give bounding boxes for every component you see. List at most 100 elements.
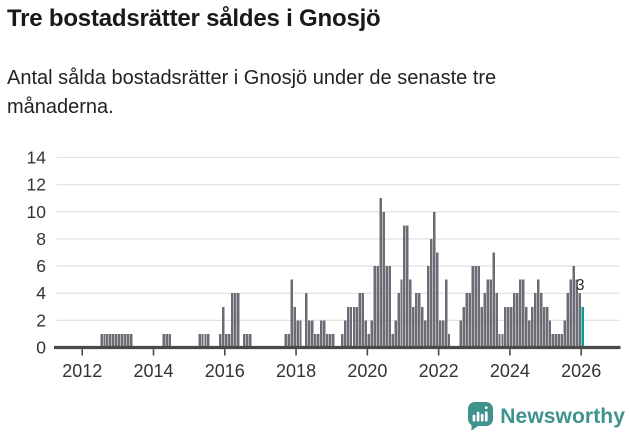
x-tick-labels: 2012 2014 2016 2018 2020 2022 2024 2026	[62, 361, 601, 381]
bar	[103, 333, 106, 348]
bar	[207, 333, 210, 348]
bar	[575, 279, 578, 348]
bar	[459, 320, 463, 348]
bar	[560, 333, 564, 348]
bar	[284, 333, 287, 348]
bar	[242, 333, 246, 348]
bar	[219, 333, 222, 348]
bar	[495, 293, 498, 348]
bar	[317, 333, 320, 348]
bar	[287, 333, 290, 348]
bar	[432, 211, 436, 348]
chart-title: Tre bostadsrätter såldes i Gnosjö	[7, 5, 381, 32]
bar	[198, 333, 201, 348]
bar	[314, 333, 317, 348]
chart-subtitle: Antal sålda bostadsrätter i Gnosjö under…	[7, 64, 496, 122]
bar	[489, 279, 492, 348]
svg-text:12: 12	[27, 175, 46, 195]
bar	[554, 333, 558, 348]
bar	[308, 320, 311, 348]
bar	[536, 279, 540, 348]
bar	[370, 320, 374, 348]
bar	[328, 333, 332, 348]
y-gridlines	[56, 156, 620, 322]
chart-subtitle-line1: Antal sålda bostadsrätter i Gnosjö under…	[7, 67, 497, 89]
bar	[100, 333, 103, 348]
bar	[349, 306, 353, 348]
bar	[545, 306, 549, 348]
bar	[379, 198, 382, 348]
bar	[382, 211, 385, 348]
bar	[492, 252, 495, 348]
bar	[112, 333, 115, 348]
x-tick-marks	[81, 349, 582, 356]
bar	[504, 306, 507, 348]
bar	[465, 293, 469, 348]
bar	[115, 333, 118, 348]
newsworthy-logo[interactable]: Newsworthy	[468, 402, 625, 431]
svg-text:2012: 2012	[62, 361, 102, 381]
bar	[429, 238, 433, 348]
bar	[471, 266, 474, 348]
bar	[165, 333, 169, 348]
bar	[421, 306, 424, 348]
bar	[204, 333, 207, 348]
bar	[358, 293, 362, 348]
bar	[438, 320, 442, 348]
bar	[525, 306, 528, 348]
bar	[245, 333, 249, 348]
bar	[293, 306, 296, 348]
bar	[527, 320, 531, 348]
svg-text:2020: 2020	[347, 361, 387, 381]
bar	[121, 333, 124, 348]
bar	[412, 306, 415, 348]
bar	[566, 293, 570, 348]
bar	[130, 333, 133, 348]
bar	[409, 279, 412, 348]
bar	[343, 320, 347, 348]
bar	[311, 320, 314, 348]
bar	[424, 320, 427, 348]
bar	[435, 252, 439, 348]
svg-text:2014: 2014	[133, 361, 173, 381]
bar	[530, 306, 534, 348]
bar	[118, 333, 121, 348]
bar	[127, 333, 130, 348]
svg-text:2016: 2016	[205, 361, 245, 381]
bar	[563, 320, 567, 348]
bar	[352, 306, 356, 348]
svg-text:10: 10	[27, 202, 47, 222]
bar	[296, 320, 299, 348]
bar	[400, 279, 403, 348]
bar	[486, 279, 489, 348]
bar	[326, 333, 329, 348]
bar	[225, 333, 228, 348]
bar	[323, 320, 326, 348]
bar	[106, 333, 109, 348]
bar	[548, 320, 552, 348]
svg-text:2: 2	[36, 310, 46, 330]
bar-value-label: 3	[576, 277, 585, 294]
bar	[462, 306, 466, 348]
bar	[501, 333, 504, 348]
bar	[201, 333, 204, 348]
y-axis-labels: 0 2 4 6 8 10 12 14	[27, 148, 47, 358]
bar	[539, 293, 543, 348]
bar	[320, 320, 323, 348]
bar	[572, 266, 575, 348]
bar	[516, 293, 519, 348]
bar	[498, 333, 501, 348]
bar	[569, 279, 573, 348]
bar	[522, 279, 525, 348]
newsworthy-icon	[468, 402, 494, 431]
bar	[367, 333, 371, 348]
bar	[483, 293, 486, 348]
bar	[299, 320, 302, 348]
bar	[230, 293, 234, 348]
bar	[233, 293, 237, 348]
svg-text:2024: 2024	[490, 361, 530, 381]
bar	[480, 306, 483, 348]
bar	[388, 266, 391, 348]
